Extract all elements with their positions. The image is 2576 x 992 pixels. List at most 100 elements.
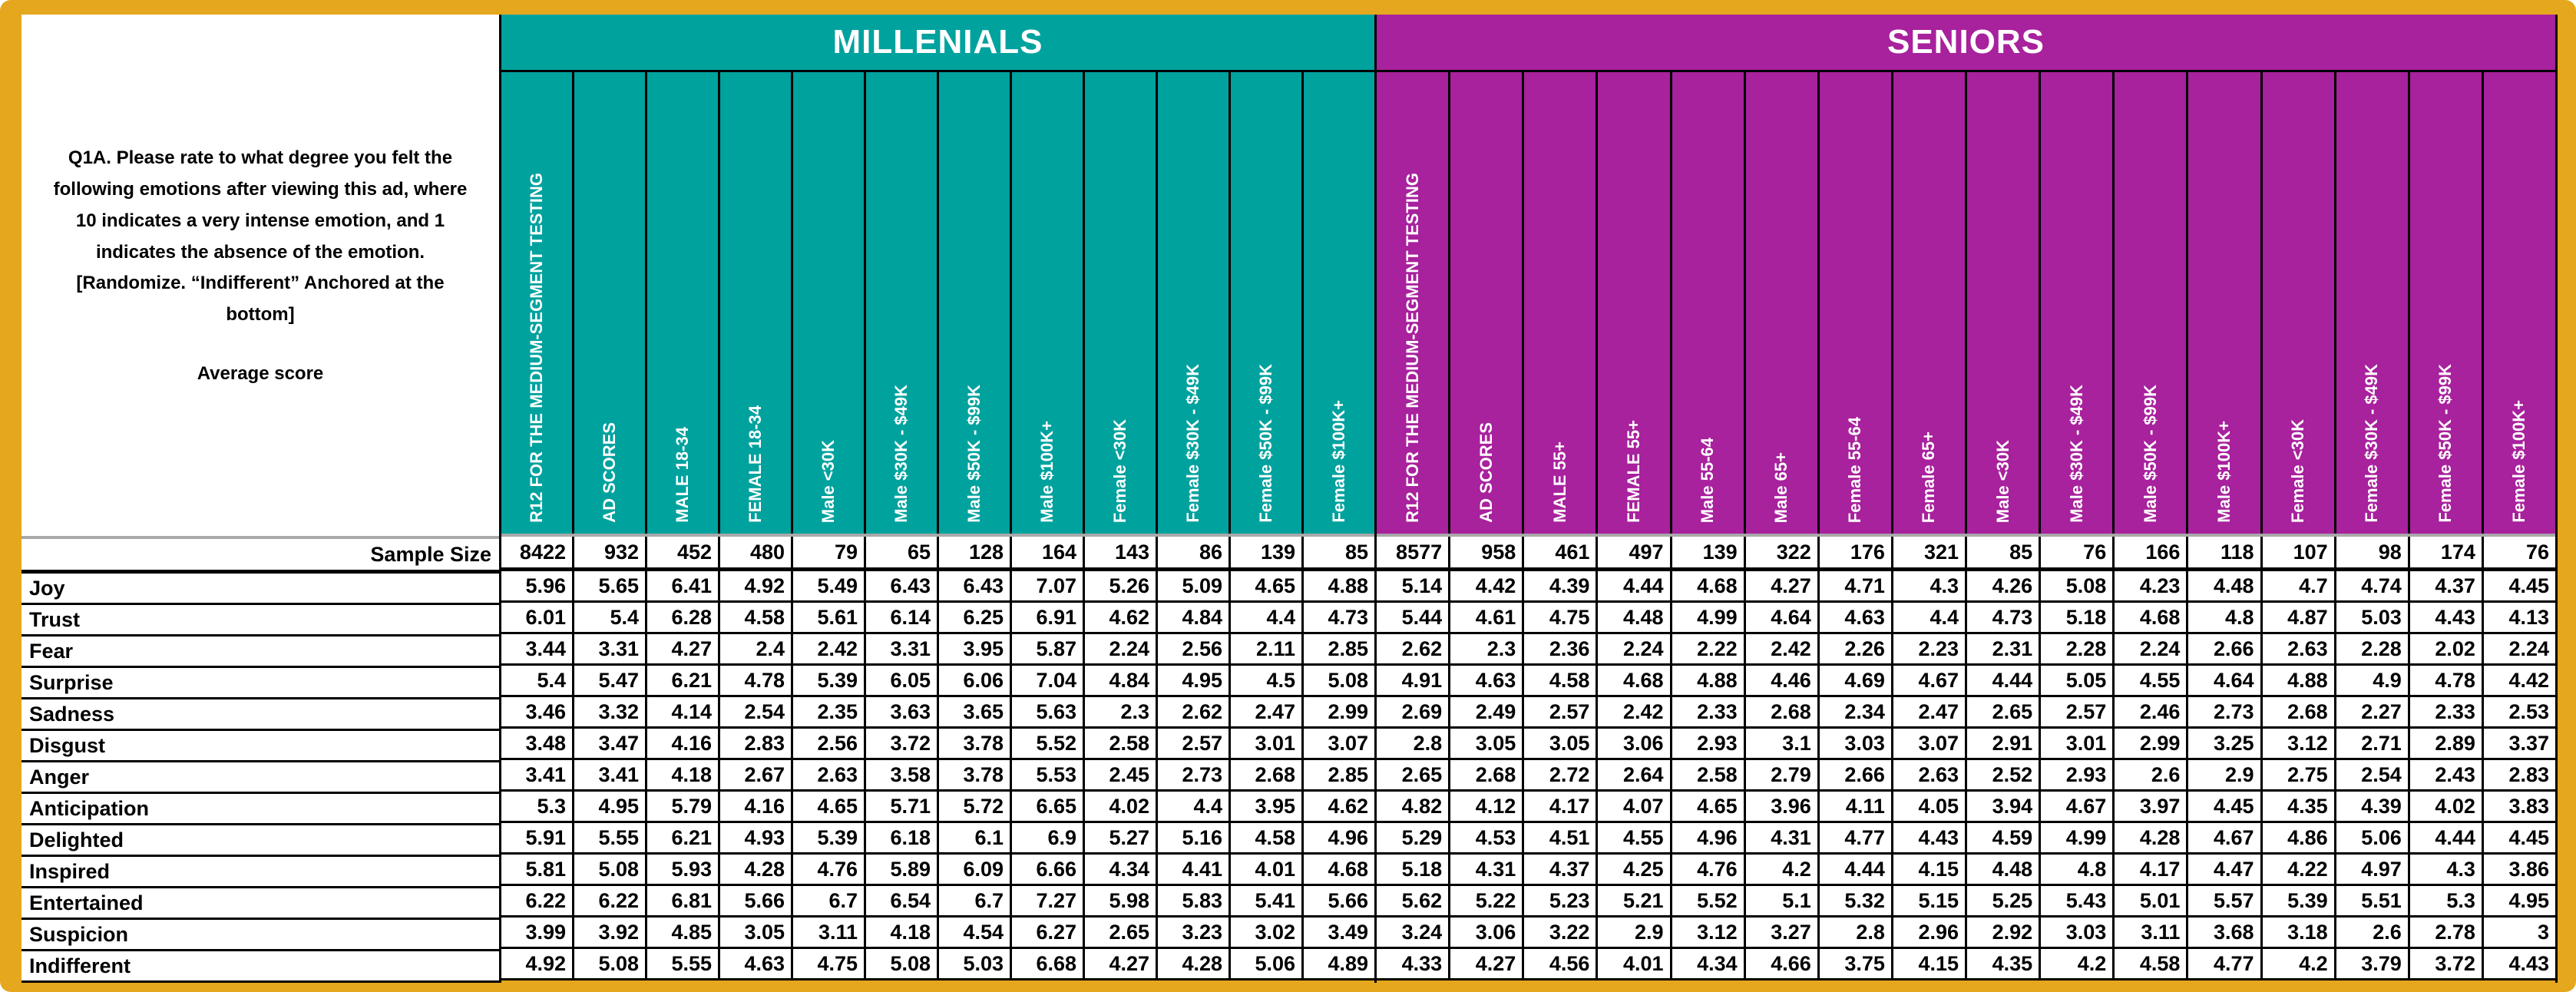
row-label: Inspired — [21, 857, 499, 888]
data-cell: 4.63 — [1819, 603, 1891, 634]
column-header: Male $30K - $49K — [2041, 72, 2113, 534]
data-cell: 5.66 — [1304, 886, 1374, 918]
data-cell: 4.92 — [720, 571, 791, 603]
sample-size-value: 86 — [1158, 537, 1228, 571]
data-cell: 2.78 — [2409, 918, 2482, 949]
data-cell: 4.42 — [1450, 571, 1523, 603]
data-cell: 2.53 — [2483, 697, 2555, 729]
data-cell: 2.24 — [1598, 634, 1670, 666]
column-header-label: Male <30K — [818, 439, 838, 523]
data-cell: 6.28 — [647, 603, 718, 634]
data-cell: 3.79 — [2336, 949, 2408, 980]
data-cell: 4.31 — [1450, 855, 1523, 886]
data-cell: 2.22 — [1672, 634, 1744, 666]
column-header: Female $50K - $99K — [1231, 72, 1301, 534]
data-cell: 3.07 — [1893, 729, 1965, 760]
data-cell: 4.27 — [1450, 949, 1523, 980]
data-cell: 6.22 — [501, 886, 572, 918]
data-cell: 5.41 — [1231, 886, 1301, 918]
data-cell: 5.39 — [793, 666, 864, 697]
data-cell: 5.96 — [501, 571, 572, 603]
column-header-label: AD SCORES — [600, 422, 619, 523]
data-cell: 4.13 — [2483, 603, 2555, 634]
data-cell: 6.41 — [647, 571, 718, 603]
data-cell: 5.22 — [1450, 886, 1523, 918]
column-header-label: Female $50K - $99K — [2435, 364, 2455, 523]
data-cell: 4.46 — [1745, 666, 1817, 697]
data-cell: 2.28 — [2041, 634, 2113, 666]
sample-size-value: 85 — [1304, 537, 1374, 571]
column-header: MALE 55+ — [1524, 72, 1596, 534]
data-cell: 2.33 — [1672, 697, 1744, 729]
column-header-label: AD SCORES — [1476, 422, 1496, 523]
data-cell: 4.54 — [939, 918, 1010, 949]
column-header-label: Female $100K+ — [1329, 400, 1348, 523]
data-cell: 4.97 — [2336, 855, 2408, 886]
column-header-label: FEMALE 18-34 — [746, 405, 765, 523]
data-cell: 4.5 — [1231, 666, 1301, 697]
data-cell: 5.61 — [793, 603, 864, 634]
data-cell: 4.67 — [1893, 666, 1965, 697]
sample-size-value: 65 — [866, 537, 937, 571]
data-cell: 4.88 — [1672, 666, 1744, 697]
data-cell: 6.18 — [866, 823, 937, 855]
data-cell: 2.52 — [1967, 760, 2039, 792]
data-cell: 5.4 — [501, 666, 572, 697]
data-cell: 4.93 — [720, 823, 791, 855]
data-cell: 4.3 — [1893, 571, 1965, 603]
data-cell: 5.72 — [939, 792, 1010, 823]
data-cell: 4.17 — [2115, 855, 2187, 886]
data-cell: 4.65 — [1672, 792, 1744, 823]
data-cell: 4.58 — [1524, 666, 1596, 697]
data-cell: 5.1 — [1745, 886, 1817, 918]
data-cell: 4.37 — [1524, 855, 1596, 886]
data-cell: 5.39 — [793, 823, 864, 855]
column-header-label: Female $30K - $49K — [2362, 364, 2382, 523]
sample-size-value: 164 — [1012, 537, 1083, 571]
data-cell: 2.57 — [1524, 697, 1596, 729]
data-cell: 7.07 — [1012, 571, 1083, 603]
data-cell: 4.27 — [1745, 571, 1817, 603]
data-cell: 5.3 — [2409, 886, 2482, 918]
data-cell: 2.63 — [793, 760, 864, 792]
data-cell: 6.14 — [866, 603, 937, 634]
data-cell: 4.85 — [647, 918, 718, 949]
data-cell: 2.79 — [1745, 760, 1817, 792]
data-cell: 4.37 — [2409, 571, 2482, 603]
data-cell: 2.58 — [1672, 760, 1744, 792]
data-cell: 2.63 — [2262, 634, 2334, 666]
data-cell: 4.78 — [720, 666, 791, 697]
data-cell: 2.8 — [1377, 729, 1449, 760]
data-cell: 5.3 — [501, 792, 572, 823]
data-cell: 2.73 — [2188, 697, 2260, 729]
data-cell: 5.49 — [793, 571, 864, 603]
data-cell: 4.84 — [1085, 666, 1156, 697]
data-cell: 4.34 — [1085, 855, 1156, 886]
data-cell: 3.32 — [574, 697, 645, 729]
column-header: Male $100K+ — [2188, 72, 2260, 534]
sample-size-value: 174 — [2409, 537, 2482, 571]
data-cell: 4.27 — [1085, 949, 1156, 980]
column-header-label: FEMALE 55+ — [1623, 420, 1643, 523]
data-cell: 2.67 — [720, 760, 791, 792]
data-cell: 5.14 — [1377, 571, 1449, 603]
data-cell: 4.55 — [2115, 666, 2187, 697]
column-header: Male 65+ — [1745, 72, 1817, 534]
data-cell: 3.68 — [2188, 918, 2260, 949]
data-cell: 6.65 — [1012, 792, 1083, 823]
data-cell: 3.49 — [1304, 918, 1374, 949]
data-cell: 4.67 — [2188, 823, 2260, 855]
data-cell: 5.4 — [574, 603, 645, 634]
data-cell: 3.94 — [1967, 792, 2039, 823]
data-cell: 5.47 — [574, 666, 645, 697]
data-cell: 5.55 — [647, 949, 718, 980]
data-cell: 4.75 — [1524, 603, 1596, 634]
millennials-title: MILLENIALS — [501, 15, 1374, 72]
data-cell: 4.58 — [1231, 823, 1301, 855]
row-label: Entertained — [21, 888, 499, 920]
data-cell: 4.95 — [1158, 666, 1228, 697]
column-header-label: Female <30K — [1110, 418, 1129, 523]
data-cell: 3.11 — [793, 918, 864, 949]
data-cell: 4.92 — [501, 949, 572, 980]
